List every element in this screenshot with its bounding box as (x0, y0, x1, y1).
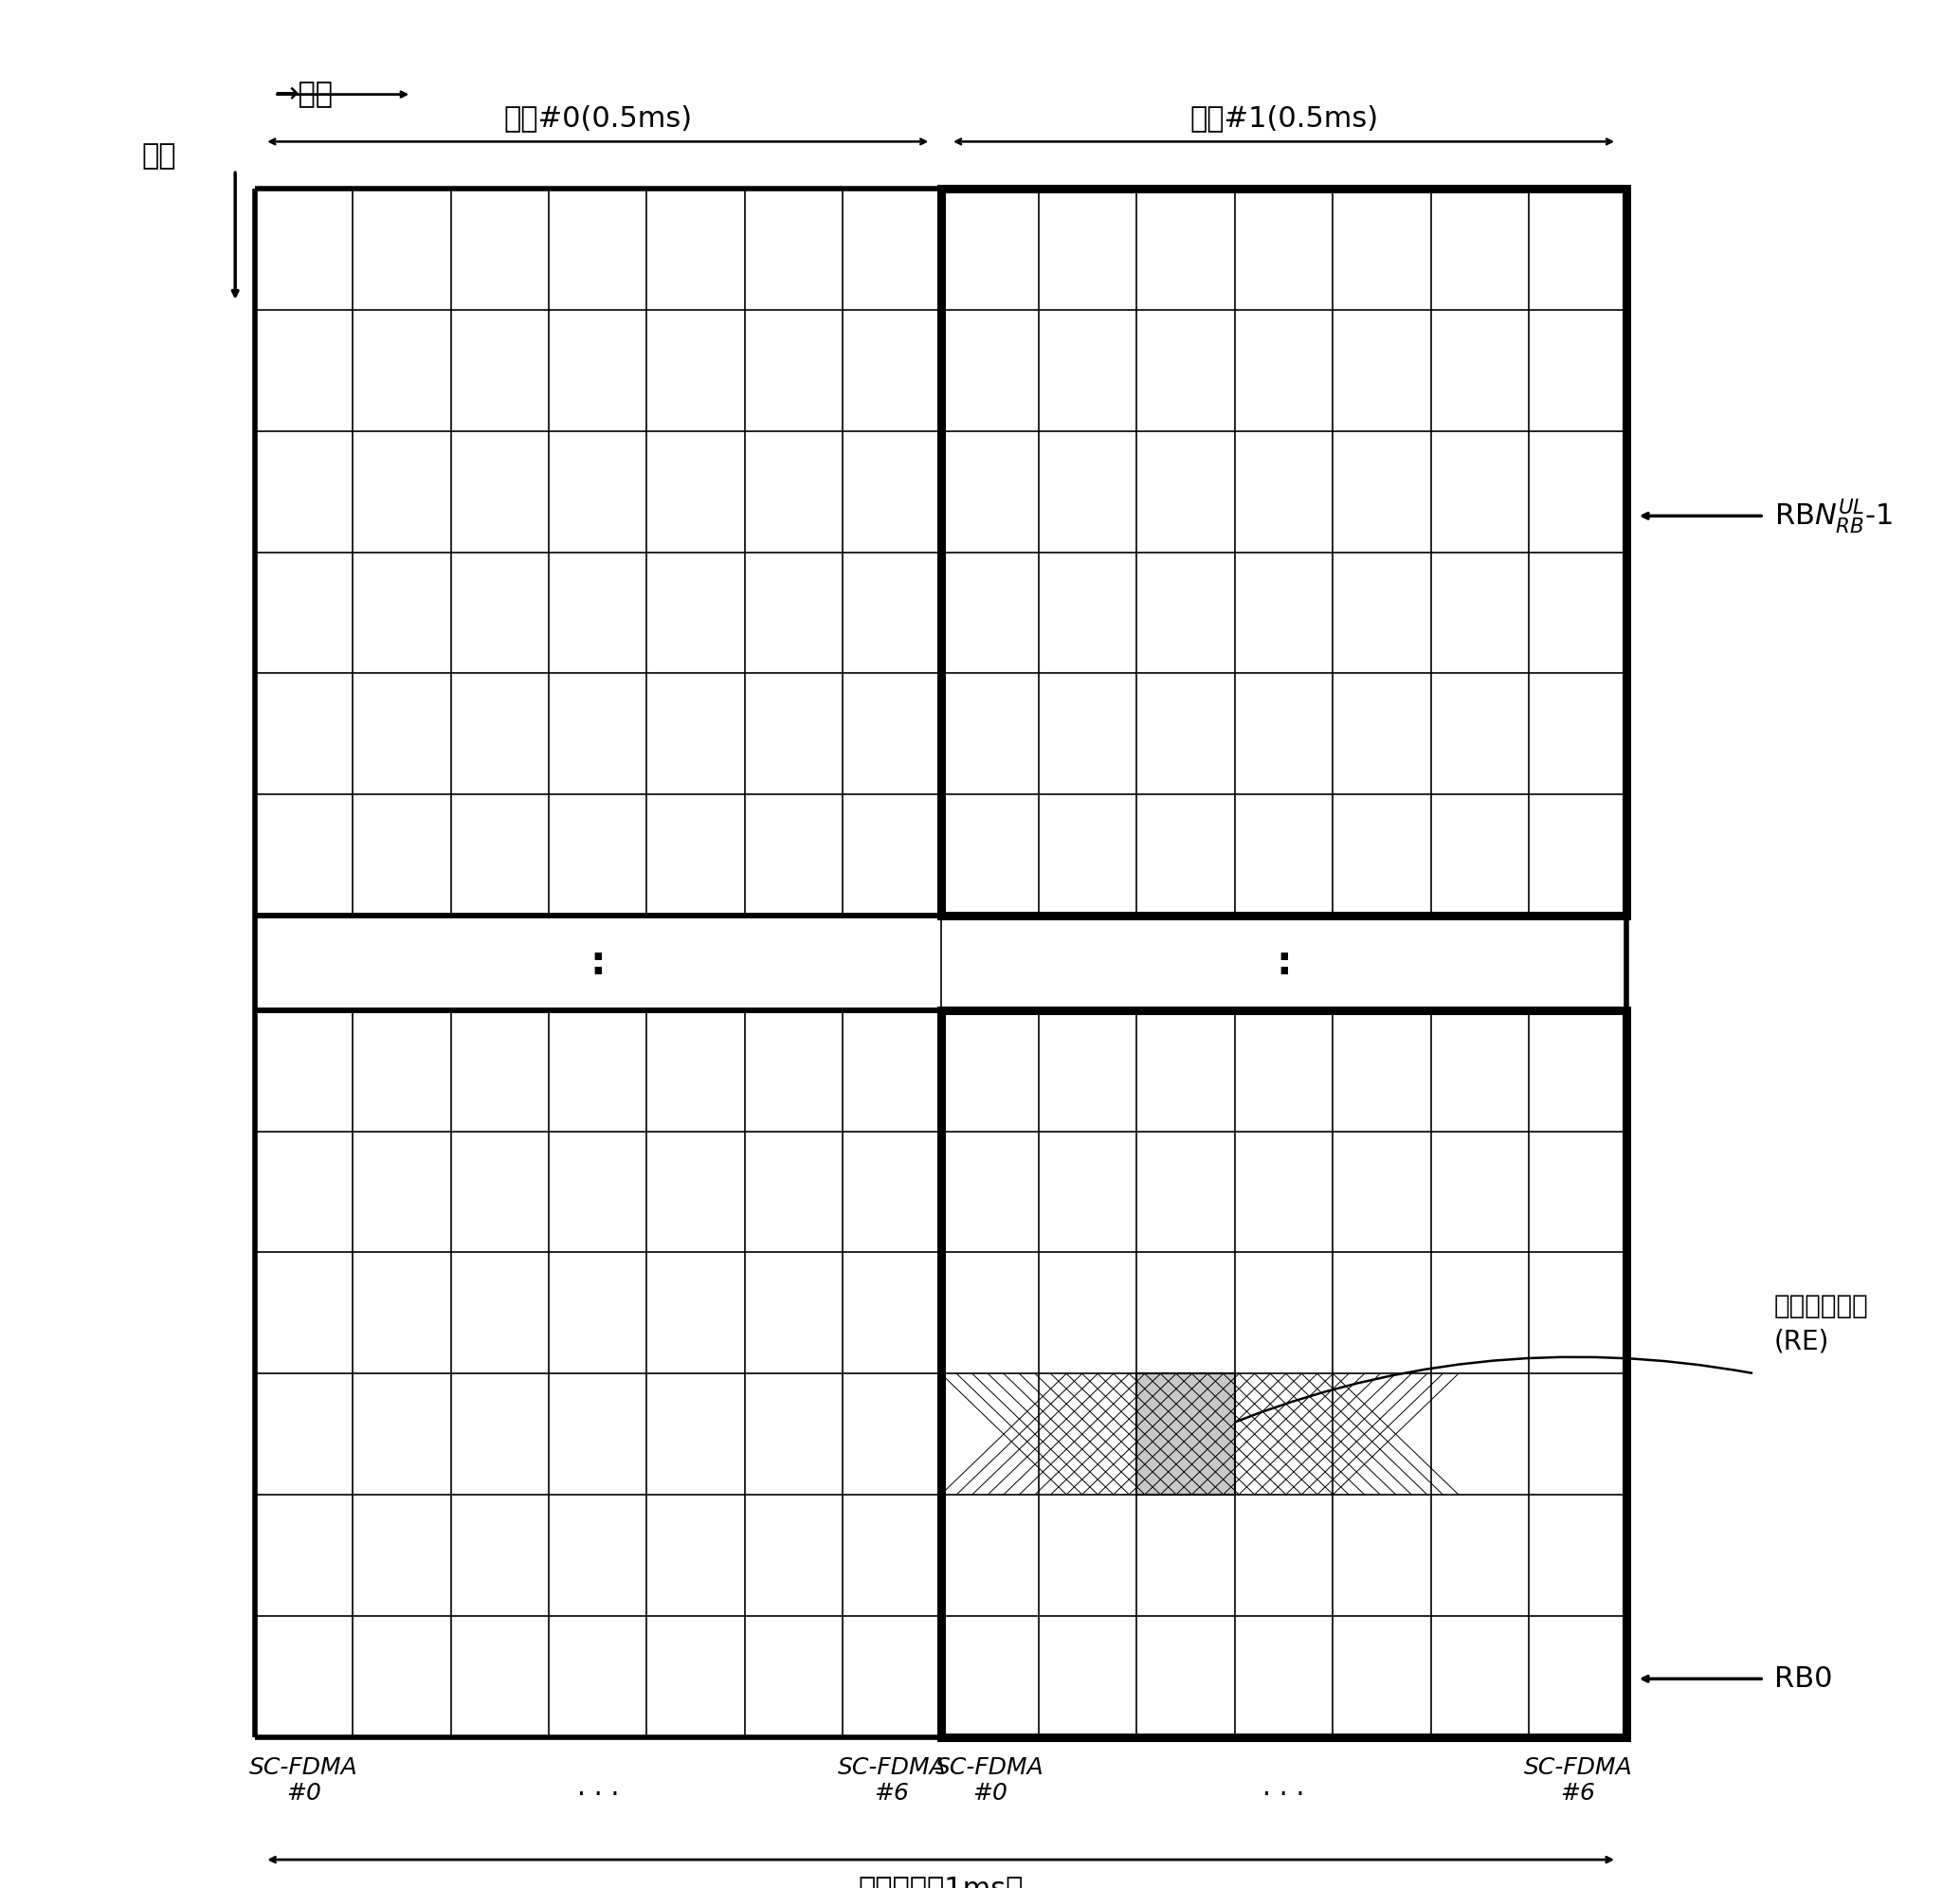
Text: . . .: . . . (1262, 1775, 1305, 1801)
Bar (941, 189, 1627, 916)
Bar (1137, 1374, 1235, 1495)
Text: :: : (1276, 942, 1292, 984)
Text: 一个资源元素
(RE): 一个资源元素 (RE) (1774, 1293, 1868, 1356)
Bar (1137, 1374, 1235, 1495)
Text: SC-FDMA
#0: SC-FDMA #0 (249, 1756, 359, 1805)
Text: :: : (590, 942, 606, 984)
Text: 时隙#1(0.5ms): 时隙#1(0.5ms) (1190, 104, 1378, 132)
Text: RB0: RB0 (1774, 1665, 1833, 1692)
Text: RB$N_{RB}^{UL}$-1: RB$N_{RB}^{UL}$-1 (1774, 497, 1891, 536)
Text: . . .: . . . (576, 1775, 619, 1801)
Text: 时隙#0(0.5ms): 时隙#0(0.5ms) (504, 104, 692, 132)
Text: SC-FDMA
#6: SC-FDMA #6 (837, 1756, 947, 1805)
Text: 一个子帧（1ms）: 一个子帧（1ms） (858, 1875, 1023, 1888)
Text: SC-FDMA
#6: SC-FDMA #6 (1523, 1756, 1633, 1805)
Text: 频率: 频率 (141, 142, 176, 170)
Bar (1137, 1374, 1235, 1495)
Text: →时间: →时间 (274, 81, 333, 108)
Bar (941, 1010, 1627, 1737)
Text: SC-FDMA
#0: SC-FDMA #0 (935, 1756, 1045, 1805)
